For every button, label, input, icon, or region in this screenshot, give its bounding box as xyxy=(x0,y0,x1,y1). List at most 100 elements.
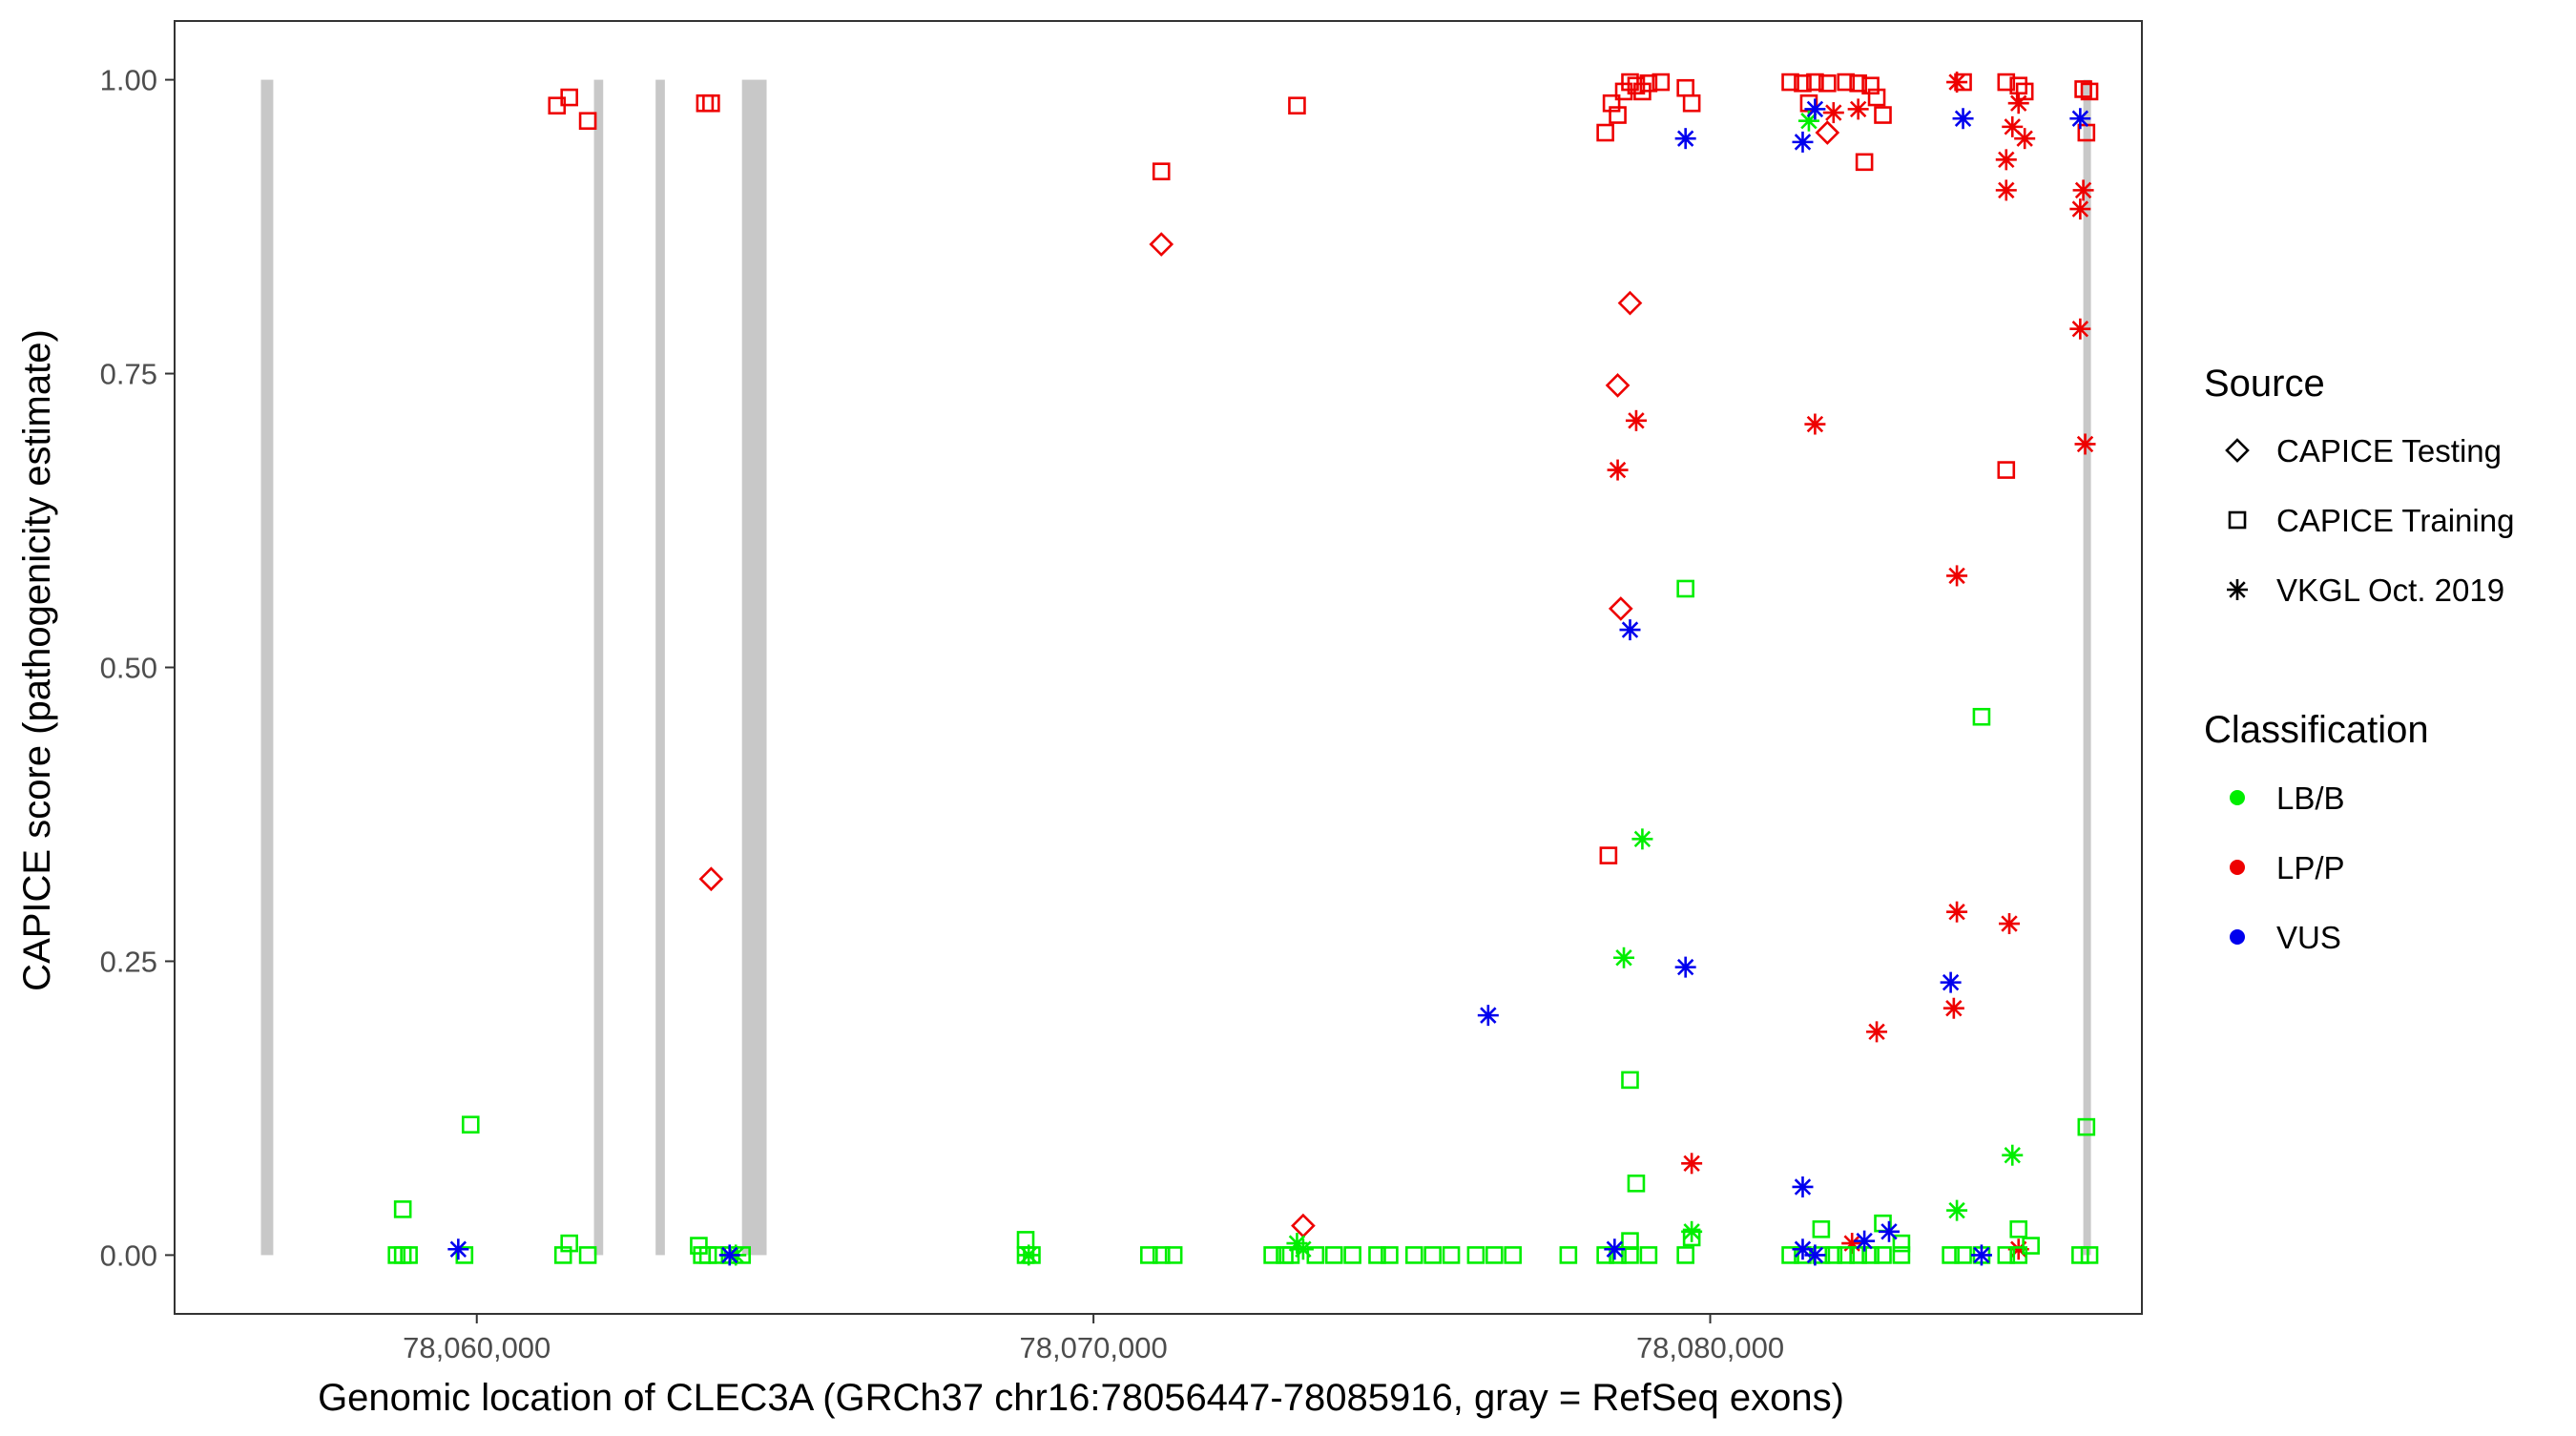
data-point xyxy=(1954,1246,1972,1264)
data-point xyxy=(447,1238,469,1260)
legend-classification-label: VUS xyxy=(2276,920,2341,955)
data-point xyxy=(1818,73,1837,93)
data-point xyxy=(1466,1246,1485,1264)
data-point xyxy=(1016,1231,1035,1249)
data-point xyxy=(696,94,715,113)
y-tick-label: 0.25 xyxy=(100,945,157,978)
data-point xyxy=(1866,1021,1888,1043)
legend-source-item: CAPICE Training xyxy=(2228,503,2514,538)
data-point xyxy=(1617,290,1643,316)
data-point xyxy=(2002,1144,2024,1166)
data-point xyxy=(1837,73,1856,92)
data-point xyxy=(1152,162,1171,180)
data-point xyxy=(1674,956,1696,978)
exon-band xyxy=(2083,79,2091,1256)
data-point xyxy=(1613,947,1635,968)
data-point xyxy=(1815,120,1840,145)
data-point xyxy=(1292,1238,1314,1260)
data-point xyxy=(400,1246,418,1264)
data-point xyxy=(2080,1246,2099,1264)
legend-classification-items: LB/B LP/P VUS xyxy=(2230,780,2345,955)
data-point xyxy=(702,94,720,113)
data-point xyxy=(1781,73,1799,92)
data-point xyxy=(1602,94,1621,113)
legend-source-label: CAPICE Training xyxy=(2276,503,2514,538)
exon-layer xyxy=(260,79,2091,1256)
data-point xyxy=(1861,76,1880,95)
data-point xyxy=(1605,373,1631,398)
data-point xyxy=(2074,433,2096,455)
data-point xyxy=(1621,1232,1639,1250)
y-tick-label: 0.75 xyxy=(100,358,157,391)
data-point xyxy=(1631,828,1653,850)
data-point xyxy=(1676,78,1694,97)
point-layer xyxy=(387,72,2099,1266)
data-point xyxy=(1874,106,1892,124)
data-point xyxy=(1847,98,1869,120)
data-point xyxy=(560,1234,578,1253)
legend-source-items: CAPICE Testing CAPICE Training VKGL Oct. 2… xyxy=(2225,433,2514,608)
data-point xyxy=(1878,1220,1900,1242)
data-point xyxy=(2072,179,2094,201)
data-point xyxy=(1604,1238,1626,1260)
data-point xyxy=(2009,1246,2028,1264)
legend-classification-item: LP/P xyxy=(2230,850,2345,885)
data-point xyxy=(1804,1244,1826,1266)
legend-source-key xyxy=(2227,579,2248,600)
data-point xyxy=(1997,73,2016,92)
data-point xyxy=(2077,1117,2096,1136)
data-point xyxy=(1855,153,1874,172)
legend-source-key xyxy=(2225,438,2250,463)
data-point xyxy=(1682,94,1701,113)
data-point xyxy=(2069,318,2091,340)
data-point xyxy=(1792,131,1814,153)
data-point xyxy=(1018,1244,1040,1266)
legend-source-label: VKGL Oct. 2019 xyxy=(2276,572,2504,608)
data-point xyxy=(2002,115,2024,137)
data-point xyxy=(1381,1246,1399,1264)
data-point xyxy=(1423,1246,1442,1264)
data-point xyxy=(2071,1246,2089,1264)
data-point xyxy=(1874,1246,1892,1264)
y-tick-label: 0.50 xyxy=(100,652,157,685)
legend-color-key xyxy=(2230,929,2245,945)
data-point xyxy=(1627,1174,1646,1193)
data-point xyxy=(1804,413,1826,435)
data-point xyxy=(1952,108,1974,130)
data-point xyxy=(1599,846,1618,864)
data-point xyxy=(1652,73,1671,92)
data-point xyxy=(1892,1246,1911,1264)
legend-color-key xyxy=(2230,860,2245,875)
data-point xyxy=(1674,128,1696,150)
legend-classification-item: VUS xyxy=(2230,920,2341,955)
data-point xyxy=(1621,1071,1639,1090)
data-point xyxy=(1404,1246,1423,1264)
data-point xyxy=(560,88,578,107)
x-tick-label: 78,080,000 xyxy=(1636,1331,1784,1364)
data-point xyxy=(1812,1220,1831,1238)
exon-band xyxy=(260,79,274,1256)
data-point xyxy=(1946,72,1968,94)
data-point xyxy=(393,1246,412,1264)
data-point xyxy=(1997,1246,2016,1264)
data-point xyxy=(1940,971,1962,993)
data-point xyxy=(1676,1246,1694,1264)
data-point xyxy=(1854,1230,1876,1252)
data-point xyxy=(461,1115,480,1134)
data-point xyxy=(1152,1246,1171,1264)
data-point xyxy=(1639,73,1658,93)
exon-band xyxy=(655,79,665,1256)
data-point xyxy=(1614,82,1633,101)
y-tick-label: 0.00 xyxy=(100,1238,157,1272)
data-point xyxy=(2069,108,2091,130)
data-point xyxy=(1997,461,2016,479)
data-point xyxy=(1164,1246,1183,1264)
data-point xyxy=(2069,198,2091,220)
legend-color-key xyxy=(2230,790,2245,805)
data-point xyxy=(1442,1246,1461,1264)
data-point xyxy=(1596,123,1614,142)
x-tick-label: 78,070,000 xyxy=(1020,1331,1168,1364)
data-point xyxy=(1837,1246,1856,1264)
